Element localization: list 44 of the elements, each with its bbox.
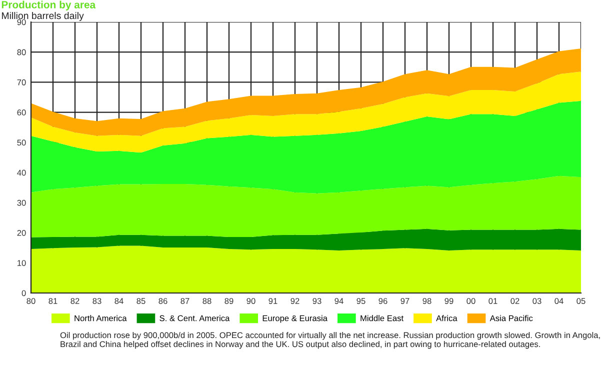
x-tick-label: 92 — [290, 298, 300, 304]
legend-label: Africa — [436, 315, 458, 322]
chart-title: Production by area — [2, 0, 96, 10]
x-tick-label: 83 — [92, 298, 102, 304]
x-tick-label: 88 — [202, 298, 212, 304]
y-tick-label: 60 — [17, 110, 26, 116]
x-tick-label: 04 — [554, 298, 564, 304]
y-tick-label: 50 — [17, 140, 26, 146]
x-tick-label: 98 — [422, 298, 432, 304]
legend-label: Europe & Eurasia — [262, 315, 328, 323]
legend-label: North America — [74, 315, 127, 322]
y-tick-label: 20 — [17, 230, 26, 236]
x-tick-label: 84 — [114, 298, 124, 304]
x-tick-label: 95 — [356, 298, 366, 304]
y-tick-label: 40 — [17, 170, 26, 176]
x-tick-label: 87 — [180, 298, 190, 304]
x-tick-label: 99 — [444, 298, 454, 304]
x-tick-label: 81 — [48, 298, 58, 304]
x-tick-label: 97 — [400, 298, 410, 304]
y-tick-label: 10 — [18, 260, 26, 266]
x-tick-label: 91 — [268, 298, 278, 304]
x-tick-label: 80 — [26, 298, 36, 304]
legend-label: S. & Cent. America — [160, 315, 230, 322]
x-tick-label: 03 — [532, 298, 542, 304]
x-tick-label: 85 — [136, 298, 146, 304]
y-tick-label: 0 — [22, 290, 26, 296]
x-tick-label: 89 — [224, 298, 234, 304]
x-tick-label: 02 — [510, 298, 520, 304]
y-tick-label: 80 — [17, 49, 26, 56]
x-tick-label: 93 — [312, 298, 322, 304]
x-tick-label: 05 — [576, 298, 586, 304]
legend-label: Asia Pacific — [490, 315, 533, 322]
x-tick-label: 86 — [158, 298, 168, 304]
text: Oil production rose by 900,000b/d in 2005. OPEC accounted for virtually all the net increase. Russian production growth slowed. Growth in Angola, Brazil and China helped offset declines in Norway and the UK. US output also declined, in part owing to hurricane-related outages. — [60, 332, 600, 349]
x-tick-label: 90 — [246, 298, 256, 304]
y-tick-label: 90 — [17, 19, 26, 26]
x-tick-label: 82 — [70, 298, 80, 304]
y-tick-label: 30 — [17, 200, 26, 206]
x-tick-label: 94 — [334, 298, 344, 304]
y-tick-label: 70 — [17, 79, 26, 86]
x-tick-label: 96 — [378, 298, 388, 304]
x-tick-label: 00 — [466, 298, 476, 304]
legend-label: Middle East — [360, 315, 404, 322]
x-tick-label: 01 — [488, 298, 498, 304]
